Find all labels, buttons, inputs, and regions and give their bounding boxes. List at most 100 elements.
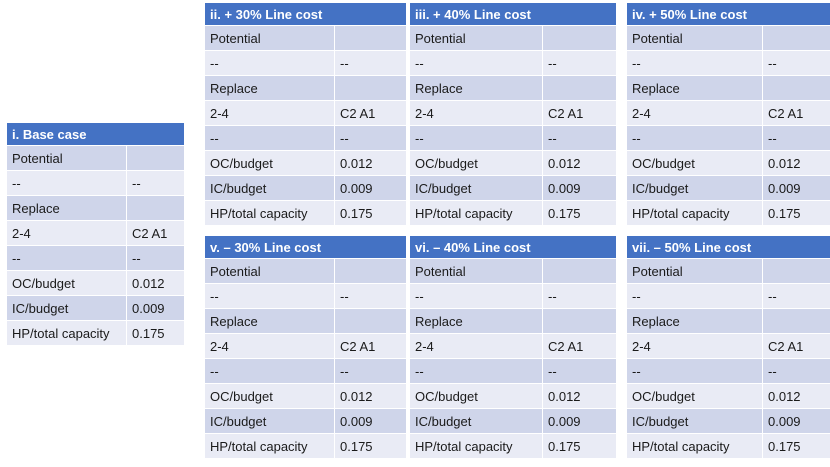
row-value (762, 308, 830, 334)
row-value (541, 308, 618, 334)
table-row: -- -- (409, 125, 617, 151)
table-title: vi. – 40% Line cost (408, 235, 618, 259)
row-label: Potential (204, 258, 335, 284)
table-row: 2-4 C2 A1 (626, 100, 830, 126)
table-row: 2-4 C2 A1 (204, 100, 408, 126)
row-label: -- (204, 50, 335, 76)
table-row: Replace (626, 308, 830, 334)
table-row: HP/total capacity 0.175 (626, 433, 830, 459)
table-row: 2-4 C2 A1 (6, 220, 186, 246)
row-label: HP/total capacity (409, 433, 543, 459)
row-label: 2-4 (626, 100, 763, 126)
row-value: 0.175 (542, 200, 617, 226)
table-row: Potential (204, 258, 407, 284)
row-value (762, 258, 830, 284)
row-value: -- (333, 50, 408, 76)
row-label: HP/total capacity (6, 320, 127, 346)
row-label: -- (409, 358, 543, 384)
row-value: -- (334, 358, 407, 384)
table-title: iv. + 50% Line cost (625, 2, 830, 26)
row-label: Replace (204, 308, 335, 334)
row-label: OC/budget (626, 383, 763, 409)
row-label: IC/budget (409, 175, 543, 201)
row-label: -- (626, 125, 763, 151)
table-row: -- -- (6, 170, 186, 196)
row-value: 0.012 (125, 270, 186, 296)
table-row: OC/budget 0.012 (6, 270, 186, 296)
row-label: Potential (626, 258, 763, 284)
row-value: 0.175 (761, 200, 830, 226)
table-title: v. – 30% Line cost (204, 235, 407, 259)
table-row: IC/budget 0.009 (6, 295, 186, 321)
table-row: -- -- (204, 283, 407, 309)
row-value: C2 A1 (125, 220, 186, 246)
row-label: Potential (204, 25, 335, 51)
row-value: -- (761, 50, 830, 76)
row-value: 0.012 (334, 383, 407, 409)
row-label: -- (6, 170, 127, 196)
row-value: 0.175 (125, 320, 186, 346)
row-label: HP/total capacity (409, 200, 543, 226)
row-value: 0.012 (541, 383, 618, 409)
row-value: C2 A1 (761, 100, 830, 126)
row-label: HP/total capacity (626, 433, 763, 459)
table-title: iii. + 40% Line cost (409, 2, 617, 26)
row-value: 0.175 (541, 433, 618, 459)
row-value: 0.009 (333, 175, 408, 201)
table-row: IC/budget 0.009 (409, 175, 617, 201)
row-value (542, 25, 617, 51)
table-row: -- -- (204, 125, 408, 151)
table-row: OC/budget 0.012 (626, 383, 830, 409)
row-value: -- (541, 358, 618, 384)
row-label: 2-4 (626, 333, 763, 359)
table-row: Replace (626, 75, 830, 101)
row-label: -- (204, 125, 335, 151)
row-label: HP/total capacity (626, 200, 763, 226)
row-value: 0.012 (762, 383, 830, 409)
row-label: Replace (626, 308, 763, 334)
table-row: OC/budget 0.012 (204, 383, 407, 409)
row-value: 0.012 (333, 150, 408, 176)
table-row: Potential (6, 145, 186, 171)
row-label: Potential (409, 258, 543, 284)
row-label: Potential (626, 25, 763, 51)
table-row: Potential (409, 25, 617, 51)
row-label: OC/budget (204, 383, 335, 409)
table-row: HP/total capacity 0.175 (204, 433, 407, 459)
row-label: -- (409, 50, 543, 76)
table-row: 2-4 C2 A1 (409, 333, 618, 359)
results-table: i. Base case Potential -- -- Replace 2-4 C2 A1… (5, 122, 186, 346)
row-label: Replace (626, 75, 763, 101)
row-value (761, 25, 830, 51)
table-row: -- -- (204, 50, 408, 76)
row-value: 0.012 (761, 150, 830, 176)
row-label: Replace (6, 195, 127, 221)
table-row: IC/budget 0.009 (626, 408, 830, 434)
row-label: -- (409, 283, 543, 309)
row-label: -- (626, 283, 763, 309)
row-value: -- (542, 125, 617, 151)
row-label: -- (626, 50, 763, 76)
row-value (761, 75, 830, 101)
table-row: Potential (626, 25, 830, 51)
row-label: Replace (204, 75, 335, 101)
row-label: 2-4 (204, 100, 335, 126)
row-label: OC/budget (409, 383, 543, 409)
table-row: Replace (409, 75, 617, 101)
row-value: C2 A1 (762, 333, 830, 359)
table-row: Potential (409, 258, 618, 284)
row-label: Replace (409, 75, 543, 101)
row-value: C2 A1 (333, 100, 408, 126)
row-label: IC/budget (6, 295, 127, 321)
row-label: -- (409, 125, 543, 151)
table-row: HP/total capacity 0.175 (409, 433, 618, 459)
row-value: 0.009 (125, 295, 186, 321)
row-value (333, 75, 408, 101)
table-row: HP/total capacity 0.175 (6, 320, 186, 346)
row-label: -- (6, 245, 127, 271)
table-row: HP/total capacity 0.175 (409, 200, 617, 226)
results-table: v. – 30% Line cost Potential -- -- Replace 2-… (204, 235, 407, 459)
row-value: 0.175 (762, 433, 830, 459)
row-value (541, 258, 618, 284)
row-label: -- (204, 283, 335, 309)
